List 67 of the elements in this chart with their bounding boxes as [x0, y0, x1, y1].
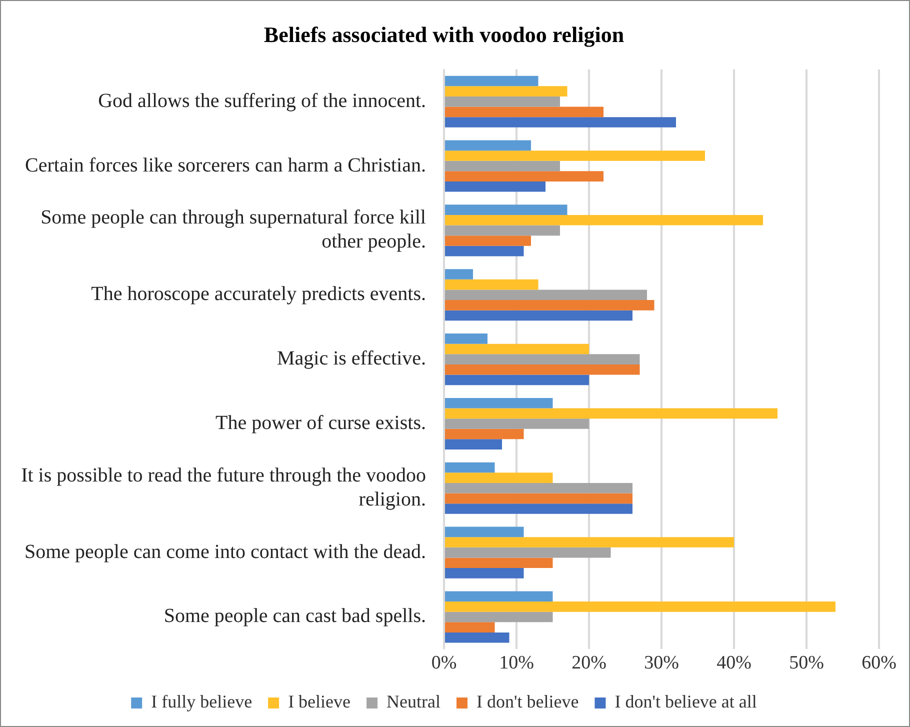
bar — [445, 334, 488, 344]
bar — [445, 86, 568, 96]
bar — [445, 140, 531, 151]
y-tick-label: The power of curse exists. — [216, 412, 426, 434]
bar — [445, 504, 632, 514]
legend-label: I believe — [288, 692, 351, 712]
bar — [445, 418, 589, 429]
x-tick-label: 20% — [572, 652, 607, 674]
x-tick-label: 50% — [789, 652, 824, 674]
y-tick-label: Some people can cast bad spells. — [164, 605, 426, 628]
y-tick-label: The horoscope accurately predicts events. — [91, 283, 426, 306]
bar — [445, 96, 560, 107]
bar — [445, 398, 553, 408]
legend-label: Neutral — [386, 692, 441, 712]
bar — [445, 439, 502, 450]
chart-title: Beliefs associated with voodoo religion — [264, 22, 624, 47]
x-tick-label: 30% — [644, 652, 680, 674]
y-tick-label: God allows the suffering of the innocent. — [98, 90, 426, 112]
bar — [445, 374, 589, 386]
bar — [445, 344, 589, 354]
bar — [445, 354, 640, 364]
bar — [445, 622, 495, 632]
bar — [445, 493, 632, 504]
bar — [445, 236, 531, 246]
bar — [445, 364, 640, 375]
bar — [445, 290, 647, 300]
y-tick-label: Some people can come into contact with the dead. — [24, 540, 426, 563]
bar — [445, 214, 763, 226]
bar — [445, 547, 611, 558]
y-tick-label: Magic is effective. — [276, 348, 426, 370]
bar — [445, 428, 524, 440]
bar — [445, 204, 568, 215]
legend-label: I don't believe — [476, 692, 579, 712]
bar — [445, 269, 473, 280]
x-tick-label: 60% — [862, 652, 897, 674]
x-tick-label: 10% — [499, 652, 534, 674]
bar — [445, 225, 560, 236]
bar — [445, 612, 553, 622]
bar — [445, 632, 510, 643]
bar — [445, 472, 553, 483]
bar — [445, 300, 654, 310]
bar — [445, 160, 560, 172]
legend-label: I don't believe at all — [614, 692, 757, 712]
bar — [445, 591, 553, 602]
bar — [445, 117, 676, 128]
y-tick-label: Some people can through supernatural force kill other people. — [40, 206, 426, 253]
bar — [445, 106, 604, 118]
bar — [445, 537, 734, 548]
bar — [445, 279, 538, 290]
bar — [445, 150, 705, 161]
x-tick-label: 0% — [431, 652, 457, 674]
bar — [445, 76, 538, 86]
y-tick-label: It is possible to read the future through the voodoo religion. — [21, 464, 426, 510]
bar — [445, 171, 604, 182]
bar — [445, 462, 495, 473]
bar — [445, 408, 778, 419]
bar — [445, 602, 836, 612]
bar — [445, 482, 632, 494]
bar — [445, 310, 632, 321]
legend-label: I fully believe — [151, 692, 252, 712]
x-tick-label: 40% — [716, 652, 752, 674]
bar — [445, 246, 524, 256]
bar — [445, 526, 524, 538]
bar — [445, 558, 553, 568]
y-tick-label: Certain forces like sorcerers can harm a Christian. — [25, 154, 426, 176]
bar — [445, 181, 546, 192]
bar — [445, 568, 524, 578]
